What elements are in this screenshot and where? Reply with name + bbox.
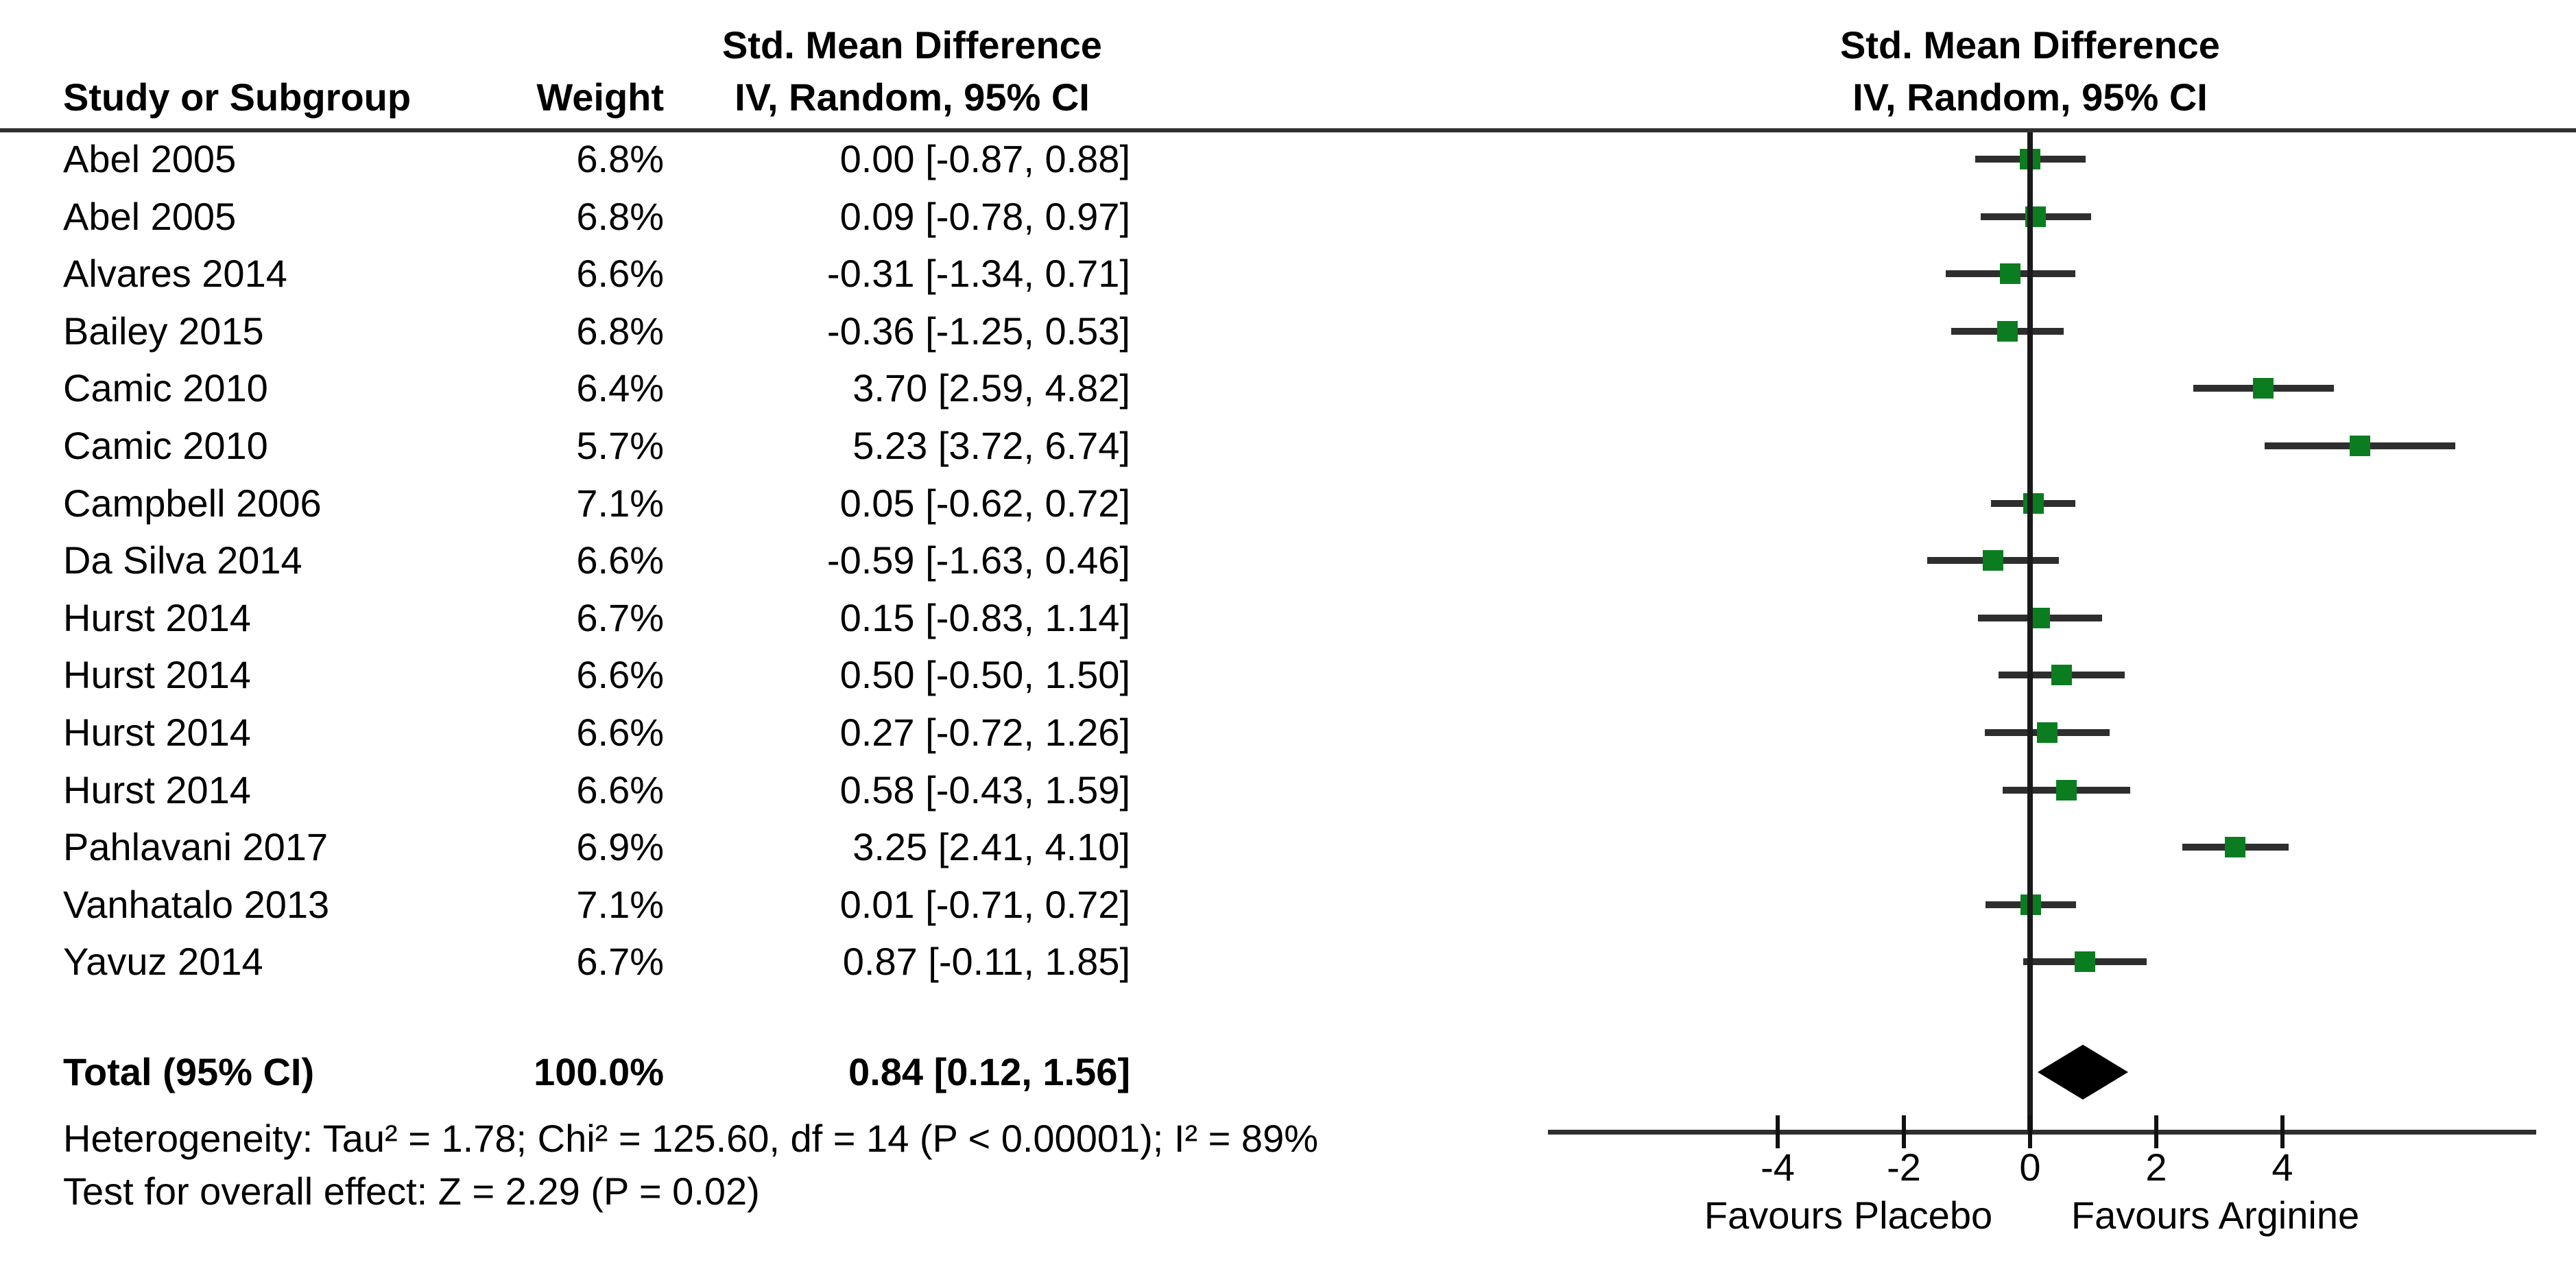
study-label: Hurst 2014: [63, 711, 251, 754]
effect-ci-value: 0.50 [-0.50, 1.50]: [839, 653, 1130, 697]
point-estimate-marker: [2350, 436, 2370, 456]
study-label: Camic 2010: [63, 366, 268, 410]
total-weight: 100.0%: [534, 1050, 664, 1093]
weight-value: 6.8%: [576, 309, 664, 353]
weight-value: 6.7%: [576, 940, 664, 984]
point-estimate-marker: [2225, 837, 2245, 857]
x-axis-tick: [2280, 1115, 2285, 1148]
weight-value: 6.7%: [576, 595, 664, 639]
study-label: Hurst 2014: [63, 768, 251, 811]
weight-value: 6.9%: [576, 825, 664, 869]
x-axis-tick: [2028, 1115, 2032, 1148]
weight-value: 6.6%: [576, 711, 664, 754]
effect-ci-value: 0.27 [-0.72, 1.26]: [839, 711, 1130, 754]
overall-effect-text: Test for overall effect: Z = 2.29 (P = 0…: [63, 1170, 760, 1213]
effect-ci-value: -0.31 [-1.34, 0.71]: [826, 252, 1130, 296]
plot-title: Std. Mean Difference: [1840, 23, 2220, 67]
effect-column-title: Std. Mean Difference: [722, 23, 1102, 67]
effect-ci-value: 3.70 [2.59, 4.82]: [852, 366, 1130, 410]
weight-value: 6.6%: [576, 538, 664, 582]
x-axis-tick: [1902, 1115, 1906, 1148]
study-label: Campbell 2006: [63, 481, 322, 525]
effect-column-subheader: IV, Random, 95% CI: [735, 75, 1090, 119]
effect-ci-value: -0.36 [-1.25, 0.53]: [826, 309, 1130, 353]
point-estimate-marker: [2075, 951, 2095, 972]
point-estimate-marker: [2056, 780, 2077, 800]
weight-column-header: Weight: [536, 75, 664, 119]
x-axis-tick-label: 0: [2019, 1146, 2041, 1189]
favours-left-label: Favours Placebo: [1704, 1194, 1993, 1237]
point-estimate-marker: [2023, 493, 2044, 514]
weight-value: 6.6%: [576, 768, 664, 811]
x-axis-tick-label: -4: [1761, 1146, 1795, 1189]
point-estimate-marker: [2029, 608, 2050, 628]
effect-ci-value: 0.05 [-0.62, 0.72]: [839, 481, 1130, 525]
x-axis-line: [1548, 1130, 2536, 1135]
weight-value: 6.8%: [576, 137, 664, 180]
study-label: Yavuz 2014: [63, 940, 263, 984]
effect-ci-value: 0.00 [-0.87, 0.88]: [839, 137, 1130, 180]
point-estimate-marker: [2000, 263, 2020, 284]
weight-value: 6.8%: [576, 194, 664, 238]
effect-ci-value: 0.15 [-0.83, 1.14]: [839, 595, 1130, 639]
study-column-header: Study or Subgroup: [63, 75, 412, 119]
point-estimate-marker: [2037, 722, 2058, 743]
study-label: Camic 2010: [63, 424, 268, 467]
study-label: Da Silva 2014: [63, 538, 302, 582]
effect-ci-value: 0.09 [-0.78, 0.97]: [839, 194, 1130, 238]
point-estimate-marker: [2051, 665, 2072, 685]
zero-reference-line: [2027, 132, 2033, 1132]
weight-value: 5.7%: [576, 424, 664, 467]
header-separator: [0, 128, 2576, 132]
effect-ci-value: -0.59 [-1.63, 0.46]: [826, 538, 1130, 582]
point-estimate-marker: [2253, 378, 2274, 399]
study-label: Vanhatalo 2013: [63, 882, 330, 926]
x-axis-tick: [2154, 1115, 2158, 1148]
effect-ci-value: 0.01 [-0.71, 0.72]: [839, 882, 1130, 926]
study-label: Pahlavani 2017: [63, 825, 329, 869]
weight-value: 6.4%: [576, 366, 664, 410]
effect-ci-value: 0.58 [-0.43, 1.59]: [839, 768, 1130, 811]
study-label: Abel 2005: [63, 137, 237, 180]
weight-value: 7.1%: [576, 481, 664, 525]
total-label: Total (95% CI): [63, 1050, 315, 1093]
weight-value: 7.1%: [576, 882, 664, 926]
point-estimate-marker: [1997, 321, 2018, 342]
study-label: Bailey 2015: [63, 309, 264, 353]
effect-ci-value: 0.87 [-0.11, 1.85]: [842, 940, 1130, 984]
x-axis-tick: [1776, 1115, 1780, 1148]
study-label: Hurst 2014: [63, 653, 251, 697]
study-label: Hurst 2014: [63, 595, 251, 639]
x-axis-tick-label: 2: [2145, 1146, 2167, 1189]
weight-value: 6.6%: [576, 653, 664, 697]
effect-ci-value: 5.23 [3.72, 6.74]: [852, 424, 1130, 467]
plot-subtitle: IV, Random, 95% CI: [1852, 75, 2208, 119]
heterogeneity-text: Heterogeneity: Tau² = 1.78; Chi² = 125.6…: [63, 1117, 1319, 1160]
x-axis-tick-label: -2: [1887, 1146, 1921, 1189]
total-effect-ci: 0.84 [0.12, 1.56]: [848, 1050, 1130, 1093]
study-label: Abel 2005: [63, 194, 237, 238]
pooled-effect-diamond: [2038, 1045, 2128, 1100]
study-label: Alvares 2014: [63, 252, 287, 296]
weight-value: 6.6%: [576, 252, 664, 296]
effect-ci-value: 3.25 [2.41, 4.10]: [852, 825, 1130, 869]
favours-right-label: Favours Arginine: [2071, 1194, 2360, 1237]
point-estimate-marker: [1983, 550, 2003, 571]
x-axis-tick-label: 4: [2271, 1146, 2293, 1189]
